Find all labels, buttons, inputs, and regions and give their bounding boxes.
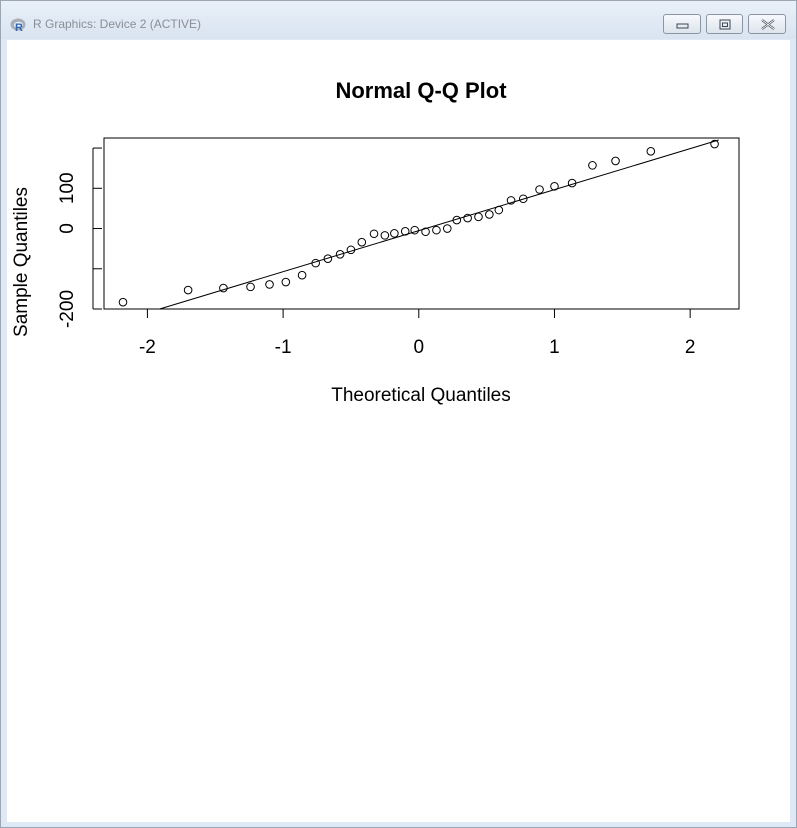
x-tick-label: -2 [139, 337, 156, 358]
data-point [219, 283, 228, 293]
minimize-button[interactable] [663, 14, 701, 34]
x-axis-label: Theoretical Quantiles [331, 385, 511, 406]
data-point [550, 181, 559, 191]
data-marks [118, 139, 719, 310]
x-tick-label: 2 [685, 337, 696, 358]
y-tick-label: -200 [57, 290, 78, 328]
svg-text:R: R [15, 22, 23, 33]
data-point [442, 224, 452, 233]
data-point [400, 227, 410, 236]
data-point [535, 185, 544, 194]
data-point [311, 258, 320, 268]
qq-reference-line [159, 139, 719, 310]
data-point [432, 225, 441, 235]
data-point [380, 231, 390, 240]
data-point [281, 277, 291, 287]
data-point [410, 225, 420, 235]
y-tick-label: 0 [57, 223, 78, 234]
data-point [588, 161, 597, 170]
data-point [474, 212, 483, 222]
data-point [485, 210, 494, 219]
data-point [494, 205, 504, 215]
data-point [183, 285, 193, 295]
graphics-device-area: Normal Q-Q Plot Theoretical Quantiles Sa… [7, 40, 790, 822]
plot-frame [103, 137, 740, 310]
data-point [452, 215, 462, 225]
data-point [246, 282, 255, 292]
qq-plot: Normal Q-Q Plot Theoretical Quantiles Sa… [11, 78, 740, 406]
data-point [265, 280, 274, 289]
close-icon [761, 19, 775, 30]
maximize-icon [719, 19, 731, 30]
data-point [346, 245, 356, 255]
data-point [518, 194, 528, 204]
title-bar[interactable]: R R Graphics: Device 2 (ACTIVE) [1, 1, 796, 39]
data-point [710, 139, 719, 149]
x-tick-label: 0 [413, 337, 424, 358]
minimize-icon [676, 23, 689, 29]
data-point [118, 297, 128, 307]
y-tick-label: 100 [57, 172, 78, 204]
data-point [390, 229, 399, 238]
close-button[interactable] [748, 14, 786, 34]
chart-title: Normal Q-Q Plot [335, 78, 507, 103]
data-point [323, 254, 333, 264]
x-tick-label: -1 [275, 337, 292, 358]
x-tick-label: 1 [549, 337, 560, 358]
data-point [567, 178, 577, 188]
data-point [335, 249, 345, 259]
window-title: R Graphics: Device 2 (ACTIVE) [33, 17, 202, 31]
data-point [297, 270, 307, 280]
data-point [506, 196, 516, 205]
y-axis-label: Sample Quantiles [11, 187, 32, 337]
axes: -2 -1 0 1 2 -200 0 100 [57, 147, 696, 358]
r-logo-icon: R [10, 18, 26, 33]
data-point [369, 229, 379, 239]
maximize-button[interactable] [706, 14, 743, 34]
data-point [357, 237, 367, 247]
data-point [646, 146, 656, 156]
data-point [421, 227, 430, 237]
data-point [611, 156, 620, 166]
data-point [463, 213, 472, 223]
